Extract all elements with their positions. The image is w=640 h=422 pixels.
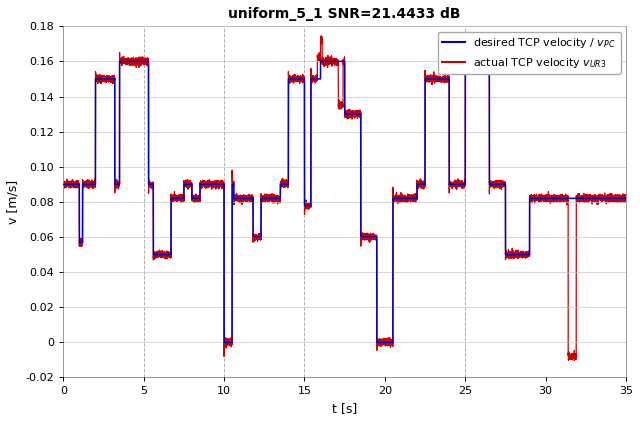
Title: uniform_5_1 SNR=21.4433 dB: uniform_5_1 SNR=21.4433 dB [228,7,461,21]
X-axis label: t [s]: t [s] [332,402,357,415]
Legend: desired TCP velocity / $v_{PC}$, actual TCP velocity $v_{UR3}$: desired TCP velocity / $v_{PC}$, actual … [438,32,621,74]
Y-axis label: v [m/s]: v [m/s] [7,180,20,224]
